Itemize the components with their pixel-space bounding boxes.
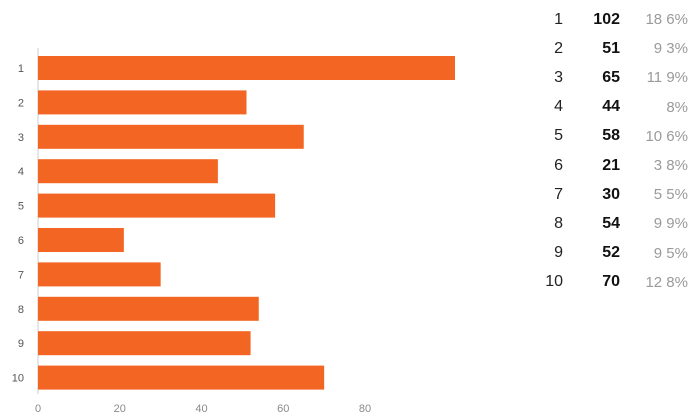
summary-percent: 5 5% <box>653 186 688 204</box>
summary-label: 3 <box>554 68 563 86</box>
summary-count: 54 <box>602 214 620 232</box>
summary-row: 1 102 18 6% <box>515 5 688 34</box>
summary-percent: 18 6% <box>645 11 688 29</box>
bar <box>38 124 304 149</box>
category-label: 3 <box>18 132 24 144</box>
summary-label: 10 <box>545 273 563 291</box>
bar <box>38 228 124 252</box>
summary-label: 5 <box>554 127 563 145</box>
bar <box>38 365 325 390</box>
category-label: 6 <box>18 235 24 247</box>
summary-row: 8 54 9 9% <box>515 209 688 238</box>
summary-count: 21 <box>602 156 620 174</box>
summary-row: 5 58 10 6% <box>515 122 688 151</box>
summary-count: 58 <box>602 127 620 145</box>
category-label: 1 <box>18 63 24 75</box>
summary-percent: 12 8% <box>645 273 688 291</box>
summary-percent: 11 9% <box>646 69 688 87</box>
summary-count: 30 <box>602 185 620 203</box>
category-label: 7 <box>18 269 24 281</box>
summary-label: 4 <box>554 98 563 116</box>
bar <box>38 56 455 80</box>
summary-label: 6 <box>554 156 563 174</box>
bar <box>38 159 218 184</box>
summary-label: 9 <box>554 244 563 262</box>
summary-count: 44 <box>602 98 620 116</box>
summary-row: 7 30 5 5% <box>515 180 688 209</box>
summary-count: 65 <box>602 68 620 86</box>
category-label: 5 <box>18 201 24 213</box>
summary-percent: 9 5% <box>653 244 688 262</box>
summary-body: 1 102 18 6% 2 51 9 3% 3 65 11 9% 4 44 8% 5 58 10 6% 6 21… <box>515 5 688 297</box>
summary-label: 8 <box>554 214 563 232</box>
summary-count: 70 <box>602 273 620 291</box>
summary-count: 51 <box>602 39 620 57</box>
bar <box>38 331 251 356</box>
bar-chart: 1 2 3 4 5 6 7 8 9 10 0 20 40 60 80 <box>12 48 455 415</box>
summary-label: 7 <box>554 185 563 203</box>
x-tick-label: 20 <box>114 403 126 415</box>
summary-row: 10 70 12 8% <box>515 268 688 297</box>
summary-percent: 8% <box>666 98 688 116</box>
summary-row: 4 44 8% <box>515 93 688 122</box>
summary-table: 1 102 18 6% 2 51 9 3% 3 65 11 9% 4 44 8% 5 58 10 6% 6 21… <box>515 5 688 297</box>
category-label: 2 <box>18 97 24 109</box>
summary-percent: 10 6% <box>645 127 688 145</box>
summary-row: 2 51 9 3% <box>515 34 688 63</box>
summary-row: 6 21 3 8% <box>515 151 688 180</box>
summary-count: 52 <box>602 244 620 262</box>
bar <box>38 90 247 115</box>
bar <box>38 262 161 287</box>
x-tick-label: 40 <box>195 403 207 415</box>
bar <box>38 193 276 218</box>
summary-row: 9 52 9 5% <box>515 239 688 268</box>
summary-percent: 9 3% <box>653 40 688 58</box>
category-label: 10 <box>12 373 24 385</box>
summary-label: 2 <box>554 39 563 57</box>
category-label: 9 <box>18 338 24 350</box>
category-label: 8 <box>18 304 24 316</box>
bar <box>38 296 259 321</box>
summary-row: 3 65 11 9% <box>515 63 688 92</box>
category-label: 4 <box>18 166 24 178</box>
summary-label: 1 <box>554 10 563 28</box>
x-tick-label: 60 <box>277 403 289 415</box>
x-tick-label: 80 <box>359 403 371 415</box>
summary-percent: 9 9% <box>653 215 688 233</box>
summary-percent: 3 8% <box>653 157 688 175</box>
x-tick-label: 0 <box>35 403 41 415</box>
summary-count: 102 <box>593 10 620 28</box>
